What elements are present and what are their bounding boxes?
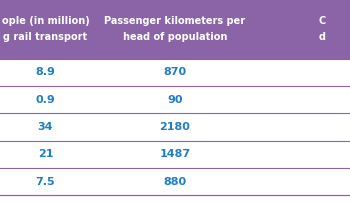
Text: 880: 880: [163, 177, 187, 187]
FancyBboxPatch shape: [0, 0, 350, 59]
Text: 7.5: 7.5: [36, 177, 55, 187]
Text: head of population: head of population: [123, 32, 227, 42]
Text: 0.9: 0.9: [36, 95, 55, 105]
Text: 2180: 2180: [160, 122, 190, 132]
Text: d: d: [318, 32, 326, 42]
Text: Passenger kilometers per: Passenger kilometers per: [104, 16, 246, 26]
FancyBboxPatch shape: [0, 86, 350, 113]
FancyBboxPatch shape: [0, 59, 350, 86]
Text: C: C: [318, 16, 326, 26]
Text: 90: 90: [167, 95, 183, 105]
Text: g rail transport: g rail transport: [4, 32, 88, 42]
Text: 8.9: 8.9: [36, 67, 55, 77]
Text: 1487: 1487: [160, 149, 190, 159]
Text: ople (in million): ople (in million): [2, 16, 89, 26]
FancyBboxPatch shape: [0, 168, 350, 195]
Text: 21: 21: [38, 149, 53, 159]
Text: 870: 870: [163, 67, 187, 77]
Text: 34: 34: [38, 122, 53, 132]
FancyBboxPatch shape: [0, 141, 350, 168]
FancyBboxPatch shape: [0, 113, 350, 141]
